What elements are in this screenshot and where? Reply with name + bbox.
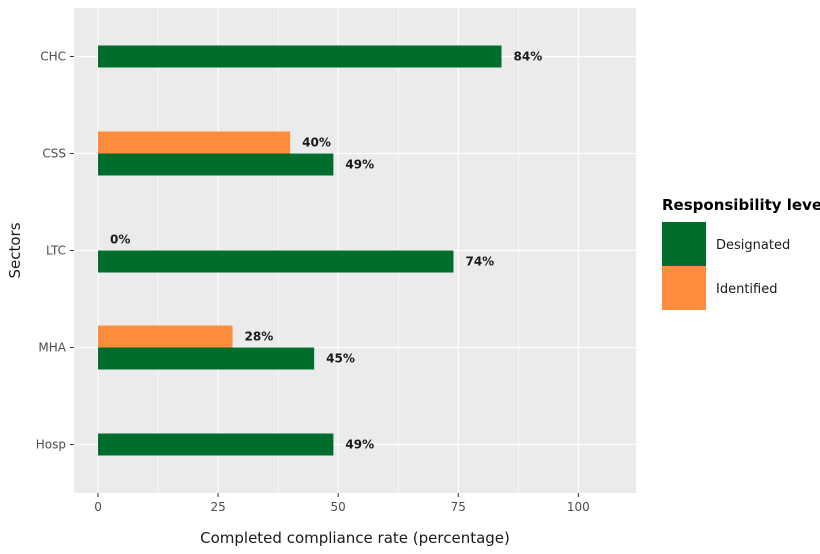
y-tick-label-css: CSS [42, 147, 66, 161]
x-axis: 0 25 50 75 100 [94, 493, 590, 514]
data-label-identified-ltc: 0% [110, 233, 130, 247]
y-tick-label-chc: CHC [40, 50, 66, 64]
data-label-designated-hosp: 49% [345, 438, 374, 452]
legend: Responsibility level Designated Identifi… [662, 196, 820, 310]
y-tick-label-mha: MHA [38, 341, 66, 355]
data-label-designated-mha: 45% [326, 352, 355, 366]
data-label-designated-css: 49% [345, 158, 374, 172]
legend-swatch-identified [662, 266, 706, 310]
y-tick-label-ltc: LTC [46, 244, 66, 258]
x-tick-label: 0 [94, 500, 102, 514]
y-tick-label-hosp: Hosp [36, 438, 66, 452]
bar-identified-mha [98, 326, 232, 348]
legend-title: Responsibility level [662, 196, 820, 214]
bar-designated-chc [98, 46, 501, 68]
bar-designated-css [98, 154, 333, 176]
legend-swatch-designated [662, 222, 706, 266]
x-tick-label: 100 [567, 500, 590, 514]
bar-identified-css [98, 132, 290, 154]
bar-designated-ltc [98, 251, 453, 273]
bar-designated-hosp [98, 434, 333, 456]
data-label-designated-chc: 84% [514, 50, 543, 64]
y-axis-title: Sectors [6, 222, 24, 278]
x-tick-label: 25 [210, 500, 225, 514]
x-tick-label: 50 [331, 500, 346, 514]
data-label-identified-css: 40% [302, 136, 331, 150]
data-label-identified-mha: 28% [245, 330, 274, 344]
x-axis-title: Completed compliance rate (percentage) [200, 529, 510, 547]
y-axis: CHC CSS LTC MHA Hosp [36, 50, 74, 452]
bar-designated-mha [98, 348, 314, 370]
legend-label-identified: Identified [716, 282, 777, 297]
data-label-designated-ltc: 74% [465, 255, 494, 269]
legend-label-designated: Designated [716, 238, 790, 253]
x-tick-label: 75 [451, 500, 466, 514]
